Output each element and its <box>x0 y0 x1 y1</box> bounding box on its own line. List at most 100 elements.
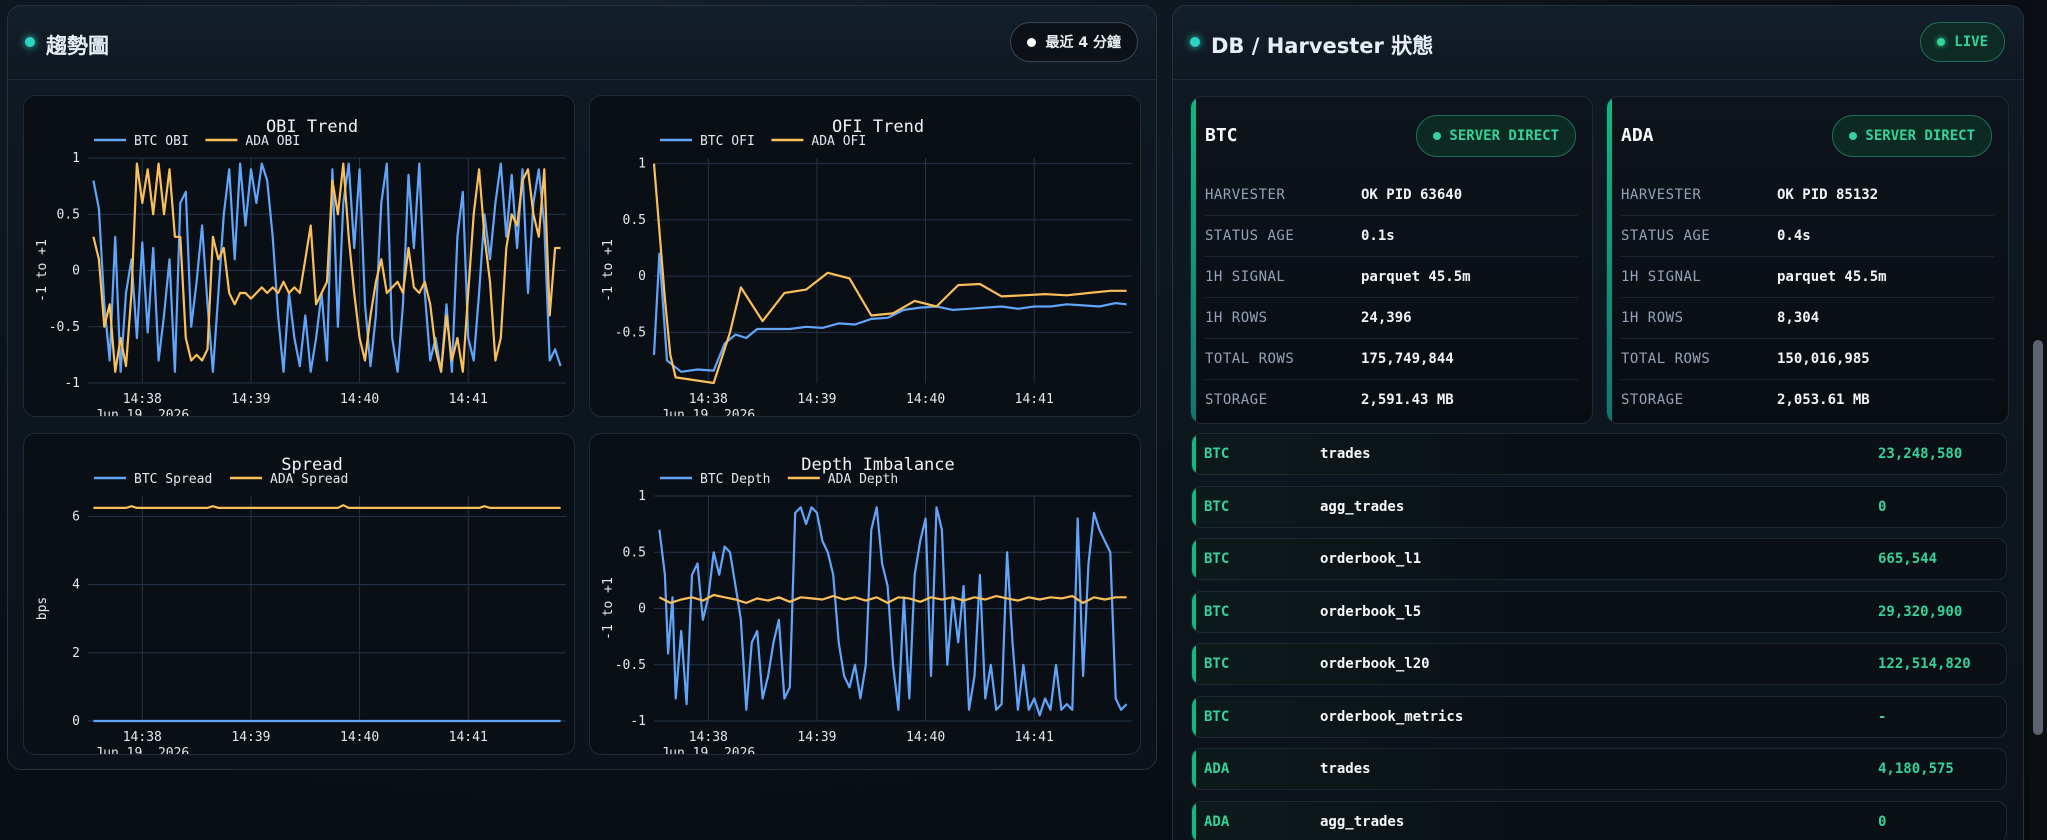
chart-title: Spread <box>281 455 342 475</box>
kv-key: STATUS AGE <box>1205 228 1295 244</box>
series-line[interactable] <box>658 593 1127 604</box>
x-date-label: Jun 19, 2026 <box>95 408 189 417</box>
row-count: - <box>1878 709 1887 725</box>
asset-card-ada: ADA SERVER DIRECT HARVESTER OK PID 85132… <box>1606 96 2009 424</box>
x-tick-label: 14:38 <box>689 392 728 407</box>
y-tick-label: 4 <box>72 578 80 593</box>
legend-label[interactable]: ADA OBI <box>245 134 300 149</box>
row-table-name: agg_trades <box>1320 814 1405 830</box>
legend-label[interactable]: BTC Spread <box>134 472 212 487</box>
kv-value: 8,304 <box>1777 310 1820 326</box>
asset-card-btc: BTC SERVER DIRECT HARVESTER OK PID 63640… <box>1190 96 1593 424</box>
y-tick-label: -0.5 <box>49 320 80 335</box>
kv-row: TOTAL ROWS 175,749,844 <box>1205 339 1578 380</box>
y-tick-label: -1 <box>64 376 80 391</box>
y-tick-label: 0 <box>72 264 80 279</box>
row-count: 23,248,580 <box>1878 446 1963 462</box>
row-table-name: orderbook_l5 <box>1320 604 1422 620</box>
y-axis-label: bps <box>35 597 50 620</box>
row-accent <box>1192 592 1196 632</box>
kv-key: 1H ROWS <box>1621 310 1684 326</box>
y-tick-label: 0.5 <box>623 545 646 560</box>
x-tick-label: 14:39 <box>231 392 270 407</box>
x-tick-label: 14:38 <box>123 730 162 745</box>
legend-label[interactable]: BTC OFI <box>700 134 755 149</box>
page-scrollbar[interactable] <box>2029 0 2047 840</box>
chart-title: Depth Imbalance <box>801 455 955 475</box>
dot-icon <box>1026 37 1036 47</box>
kv-row: HARVESTER OK PID 85132 <box>1621 175 1994 216</box>
legend-label[interactable]: ADA Depth <box>828 472 898 487</box>
live-dot-icon <box>1937 38 1946 46</box>
kv-key: STORAGE <box>1621 392 1684 408</box>
legend-label[interactable]: BTC Depth <box>700 472 770 487</box>
legend-label[interactable]: ADA Spread <box>270 472 348 487</box>
series-line[interactable] <box>652 252 1127 373</box>
ofi-trend-chart[interactable]: OFI Trend BTC OFI ADA OFI -0.5 0 0.5 1 14:38 14:… <box>589 95 1141 417</box>
kv-value: OK PID 63640 <box>1361 187 1463 203</box>
y-tick-label: 6 <box>72 509 80 524</box>
y-tick-label: 1 <box>638 489 646 504</box>
row-table-name: orderbook_l20 <box>1320 656 1430 672</box>
obi-trend-chart[interactable]: OBI Trend BTC OBI ADA OBI -1 -0.5 0 0.5 1 14:38 1… <box>23 95 575 417</box>
table-row[interactable]: ADA agg_trades 0 <box>1191 801 2007 840</box>
ofi-trend-svg[interactable]: OFI Trend BTC OFI ADA OFI -0.5 0 0.5 1 14:38 14:… <box>590 96 1141 417</box>
y-tick-label: 1 <box>638 157 646 172</box>
row-table-name: orderbook_l1 <box>1320 551 1422 567</box>
table-row[interactable]: BTC orderbook_l5 29,320,900 <box>1191 591 2007 633</box>
series-line[interactable] <box>93 504 561 509</box>
x-tick-label: 14:40 <box>340 730 379 745</box>
table-row[interactable]: ADA trades 4,180,575 <box>1191 748 2007 790</box>
kv-key: 1H SIGNAL <box>1621 269 1702 285</box>
obi-trend-svg[interactable]: OBI Trend BTC OBI ADA OBI -1 -0.5 0 0.5 1 14:38 1… <box>24 96 575 417</box>
table-row[interactable]: BTC trades 23,248,580 <box>1191 433 2007 475</box>
spread-chart[interactable]: Spread BTC Spread ADA Spread 0 2 4 6 14:38 14:39… <box>23 433 575 755</box>
depth-imbalance-svg[interactable]: Depth Imbalance BTC Depth ADA Depth -1 -0.5 0… <box>590 434 1141 755</box>
x-date-label: Jun 19, 2026 <box>661 746 755 755</box>
chart-title: OFI Trend <box>832 117 924 137</box>
kv-value: 150,016,985 <box>1777 351 1870 367</box>
series-line[interactable] <box>92 162 561 373</box>
series-line[interactable] <box>652 163 1127 385</box>
row-accent <box>1192 539 1196 579</box>
y-tick-label: 0.5 <box>623 213 646 228</box>
row-symbol: BTC <box>1204 446 1230 462</box>
legend-label[interactable]: ADA OFI <box>811 134 866 149</box>
server-direct-badge[interactable]: SERVER DIRECT <box>1832 115 1992 157</box>
table-row[interactable]: BTC orderbook_l20 122,514,820 <box>1191 643 2007 685</box>
series-line[interactable] <box>92 162 562 373</box>
x-date-label: Jun 19, 2026 <box>95 746 189 755</box>
time-range-button[interactable]: 最近 4 分鐘 <box>1009 22 1138 62</box>
db-panel-title: DB / Harvester 狀態 <box>1211 34 1434 58</box>
spread-svg[interactable]: Spread BTC Spread ADA Spread 0 2 4 6 14:38 14:39… <box>24 434 575 755</box>
row-accent <box>1192 802 1196 840</box>
row-symbol: ADA <box>1204 814 1230 830</box>
status-dot-icon <box>1190 37 1200 47</box>
y-tick-label: -1 <box>630 714 646 729</box>
row-accent <box>1192 697 1196 737</box>
live-label: LIVE <box>1954 34 1988 50</box>
x-tick-label: 14:39 <box>231 730 270 745</box>
x-tick-label: 14:40 <box>906 730 945 745</box>
row-count: 29,320,900 <box>1878 604 1963 620</box>
depth-imbalance-chart[interactable]: Depth Imbalance BTC Depth ADA Depth -1 -0.5 0… <box>589 433 1141 755</box>
y-tick-label: 0.5 <box>57 207 80 222</box>
row-table-name: trades <box>1320 446 1371 462</box>
y-tick-label: -0.5 <box>615 325 646 340</box>
scrollbar-thumb[interactable] <box>2033 340 2043 735</box>
server-direct-badge[interactable]: SERVER DIRECT <box>1416 115 1576 157</box>
row-table-name: trades <box>1320 761 1371 777</box>
row-symbol: BTC <box>1204 499 1230 515</box>
row-count: 665,544 <box>1878 551 1938 567</box>
table-row[interactable]: BTC agg_trades 0 <box>1191 486 2007 528</box>
row-accent <box>1192 434 1196 474</box>
legend-label[interactable]: BTC OBI <box>134 134 189 149</box>
table-row[interactable]: BTC orderbook_metrics - <box>1191 696 2007 738</box>
table-row[interactable]: BTC orderbook_l1 665,544 <box>1191 538 2007 580</box>
series-line[interactable] <box>658 506 1128 717</box>
kv-value: 0.4s <box>1777 228 1811 244</box>
kv-row: STATUS AGE 0.1s <box>1205 216 1578 257</box>
kv-key: 1H SIGNAL <box>1205 269 1286 285</box>
live-indicator: LIVE <box>1920 22 2005 62</box>
kv-row: STORAGE 2,053.61 MB <box>1621 380 1994 421</box>
